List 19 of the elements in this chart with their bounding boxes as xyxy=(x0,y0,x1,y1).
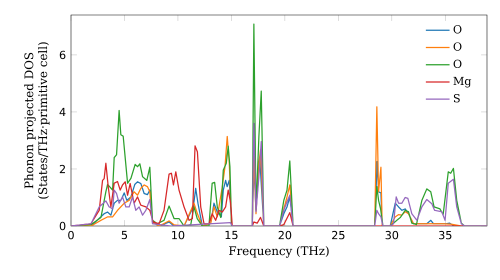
y-axis-title: Phonon projected DOS (States/THz·primitive cell) xyxy=(24,42,50,199)
y-tick-label: 4 xyxy=(60,108,66,116)
x-tick-label: 20 xyxy=(278,230,292,240)
legend-label: Mg xyxy=(454,76,472,88)
x-axis-title: Frequency (THz) xyxy=(229,246,329,258)
y-tick-label: 2 xyxy=(60,164,65,174)
x-tick-label: 25 xyxy=(332,230,344,240)
legend-label: O xyxy=(454,25,462,34)
y-tick-label: 0 xyxy=(60,222,66,230)
legend-label: S xyxy=(454,94,460,102)
x-tick-label: 35 xyxy=(439,230,452,240)
y-tick-label: 6 xyxy=(60,50,66,60)
legend-label: O xyxy=(454,42,462,51)
legend-label: O xyxy=(454,60,462,68)
x-tick-label: 5 xyxy=(122,230,128,240)
x-tick-label: 10 xyxy=(172,230,184,240)
x-tick-label: 0 xyxy=(68,230,74,240)
x-tick-label: 30 xyxy=(386,230,398,240)
x-tick-label: 15 xyxy=(226,230,238,240)
